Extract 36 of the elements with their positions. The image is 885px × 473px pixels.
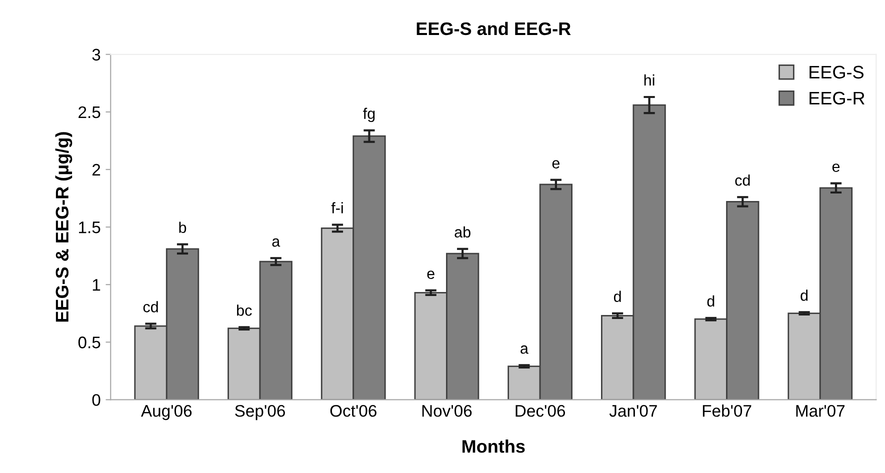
chart-title: EEG-S and EEG-R — [416, 22, 571, 36]
x-tick-label: Sep'06 — [235, 404, 285, 420]
y-tick-label: 1 — [92, 279, 100, 291]
x-tick-label: Dec'06 — [516, 404, 566, 417]
annotation: e — [552, 160, 560, 168]
annotation: d — [614, 290, 621, 302]
annotation: fg — [363, 108, 375, 122]
annotation: f-i — [331, 202, 343, 214]
x-tick-label: Feb'07 — [702, 404, 752, 417]
annotation: a — [272, 238, 280, 247]
x-tick-label: Nov'06 — [422, 404, 472, 417]
annotation: hi — [644, 74, 654, 86]
annotation: a — [520, 345, 528, 354]
y-tick-label: 1.5 — [79, 222, 100, 234]
annotation: ab — [454, 226, 470, 238]
annotation: e — [427, 270, 434, 279]
y-tick-label: 2 — [92, 164, 100, 176]
y-axis-title: EEG-S & EEG-R (μg/g) — [55, 132, 72, 322]
y-tick-label: 0.5 — [78, 336, 100, 348]
y-tick-label: 2.5 — [78, 106, 100, 118]
annotation: cd — [735, 174, 750, 186]
x-tick-label: Oct'06 — [330, 404, 376, 417]
annotation: d — [707, 295, 714, 307]
x-tick-label: Aug'06 — [140, 404, 192, 420]
annotation: bc — [237, 304, 252, 316]
annotation: cd — [143, 301, 158, 312]
y-tick-label: 3 — [92, 48, 100, 61]
x-tick-label: Jan'07 — [609, 404, 657, 417]
legend-label: EEG-R — [810, 92, 864, 105]
legend-label: EEG-S — [810, 66, 864, 79]
x-axis-title: Months — [462, 440, 525, 453]
y-tick-label: 0 — [92, 394, 100, 406]
annotation: d — [800, 290, 808, 301]
annotation: e — [832, 164, 840, 172]
x-tick-label: Mar'07 — [796, 404, 845, 417]
annotation: b — [179, 222, 186, 233]
